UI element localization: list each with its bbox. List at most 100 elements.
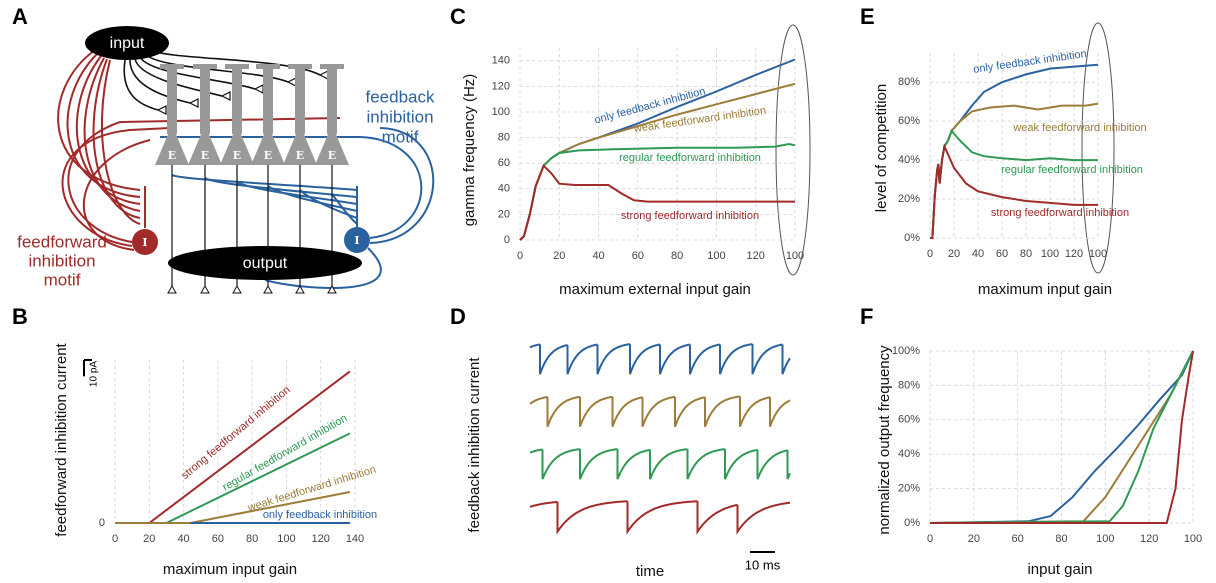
inhibitory-neuron: [132, 229, 158, 255]
series-line: [929, 350, 1194, 524]
spike: [626, 500, 698, 535]
x-axis-title: maximum input gain: [163, 561, 297, 578]
x-tick-label: 40: [972, 248, 984, 260]
x-tick-label: 100: [1041, 248, 1059, 260]
spike: [736, 501, 791, 535]
y-tick-label: 140: [492, 55, 510, 67]
trace-lead: [529, 395, 548, 405]
scale-bar-label: 10 ms: [745, 557, 781, 572]
y-tick-label: 20%: [898, 193, 920, 205]
input-synapses: [156, 70, 329, 115]
spike: [704, 395, 741, 427]
y-tick-label: 0: [504, 234, 510, 246]
neuron-label: E: [328, 149, 336, 162]
x-tick-label: 140: [346, 533, 364, 545]
motif-text: motif: [44, 270, 81, 289]
feedback-motif-label: feedback inhibition motif: [366, 87, 435, 146]
y-tick-label: 20%: [898, 483, 920, 495]
trace-lead: [529, 448, 543, 454]
motif-text: feedforward: [17, 232, 107, 251]
series-label: strong feedforward inhibition: [991, 207, 1129, 219]
x-tick-label: 80: [246, 533, 258, 545]
y-tick-label: 60: [498, 157, 510, 169]
x-tick-label: 40: [177, 533, 189, 545]
spike: [541, 448, 581, 480]
x-tick-label: 60: [212, 533, 224, 545]
neuron-label: E: [264, 149, 272, 162]
x-tick-label: 20: [143, 533, 155, 545]
output-node: [168, 246, 362, 280]
highlight-ellipse: [1081, 22, 1115, 274]
y-tick-label: 0%: [904, 517, 920, 529]
spike: [566, 343, 598, 375]
spike: [579, 395, 613, 427]
input-label: input: [110, 35, 145, 52]
motif-text: feedback: [366, 87, 435, 106]
y-tick-label: 80%: [898, 379, 920, 391]
spike: [611, 396, 643, 427]
y-tick-label: 40%: [898, 448, 920, 460]
input-connections: [123, 49, 321, 111]
spike: [781, 344, 791, 375]
panel-label: D: [450, 304, 466, 329]
y-tick-label: 80: [498, 132, 510, 144]
panel-label: E: [860, 4, 875, 29]
inhibitory-neuron: [344, 227, 370, 253]
spike: [689, 343, 721, 375]
series-label: only feedback inhibition: [973, 48, 1088, 76]
x-axis-title: maximum external input gain: [559, 281, 751, 298]
x-tick-label: 40: [592, 250, 604, 262]
series-label: strong feedforward inhibition: [621, 210, 759, 222]
excitatory-neurons: E E E E E E: [155, 64, 349, 294]
neuron-label: E: [168, 149, 176, 162]
x-tick-label: 100: [1096, 533, 1114, 545]
spike: [659, 343, 691, 375]
feedback-connections: [160, 127, 435, 289]
x-tick-label: 80: [1020, 248, 1032, 260]
scale-bar-label: 10 pA: [89, 361, 100, 387]
panel-label: C: [450, 4, 466, 29]
series-line: [930, 143, 1098, 239]
x-tick-label: 80: [1055, 533, 1067, 545]
y-tick-label: 100: [492, 106, 510, 118]
x-tick-label: 20: [553, 250, 565, 262]
motif-text: inhibition: [366, 107, 433, 126]
x-axis-title: input gain: [1027, 561, 1092, 578]
spike: [674, 396, 706, 427]
x-tick-label: 120: [312, 533, 330, 545]
x-tick-label: 0: [927, 248, 933, 260]
spike: [539, 344, 568, 375]
x-tick-label: 0: [927, 533, 933, 545]
y-tick-label: 0%: [904, 232, 920, 244]
y-axis-title: feedforward inhibition current: [53, 342, 70, 536]
feedforward-motif-label: feedforward inhibition motif: [17, 232, 107, 289]
spike: [786, 450, 791, 480]
spike: [696, 501, 738, 535]
series-label: strong feedforward inhibition: [179, 384, 293, 482]
spike: [649, 448, 688, 480]
trace-lead: [529, 343, 541, 349]
spike: [616, 448, 651, 480]
neuron-label: E: [201, 149, 209, 162]
x-tick-label: 0: [112, 533, 118, 545]
series-label: only feedback inhibition: [263, 509, 377, 521]
x-tick-label: 120: [1065, 248, 1083, 260]
spike: [556, 500, 628, 535]
panel-label: B: [12, 304, 28, 329]
neuron-label: E: [296, 149, 304, 162]
highlight-ellipse: [775, 24, 811, 276]
spike: [641, 395, 676, 427]
series-label: weak feedforward inhibition: [1012, 122, 1146, 134]
x-tick-label: 60: [996, 248, 1008, 260]
x-tick-label: 100: [786, 250, 804, 262]
spike: [751, 343, 783, 375]
series-line: [930, 128, 1098, 239]
spike: [546, 395, 581, 427]
y-axis-title: gamma frequency (Hz): [461, 74, 478, 227]
circuit-diagram: E E E E E E input output I I feedback in…: [17, 26, 435, 294]
x-tick-label: 60: [632, 250, 644, 262]
y-tick-label: 60%: [898, 414, 920, 426]
panel-label: F: [860, 304, 873, 329]
x-axis-title: maximum input gain: [978, 281, 1112, 298]
